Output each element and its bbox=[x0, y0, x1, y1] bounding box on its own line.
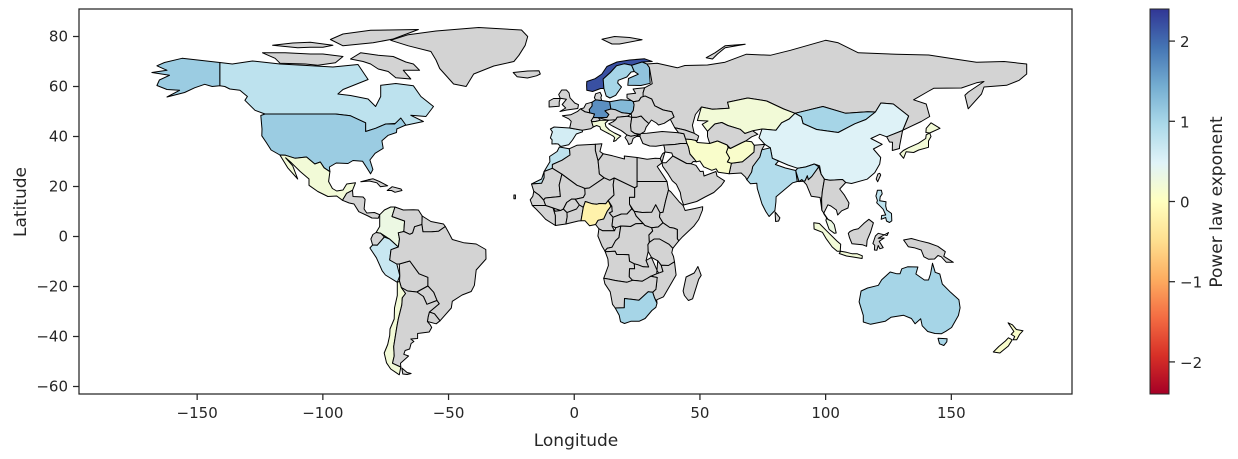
country-arabia bbox=[661, 155, 726, 206]
country-russia bbox=[642, 39, 1028, 134]
y-axis-ticks: −60 −40 −20 0 20 40 60 80 bbox=[36, 28, 79, 396]
countries-layer bbox=[151, 27, 1028, 376]
country-denmark bbox=[593, 91, 603, 101]
x-tick-label: 150 bbox=[937, 404, 966, 422]
country-iceland bbox=[512, 70, 541, 79]
colorbar-label: Power law exponent bbox=[1207, 116, 1227, 288]
y-tick-label: 20 bbox=[49, 178, 68, 196]
country-sri-lanka bbox=[774, 211, 781, 222]
country-nigeria bbox=[580, 200, 612, 227]
country-cape-verde-dot bbox=[513, 194, 516, 200]
country-philippines bbox=[875, 189, 893, 223]
map-axes: −150 −100 −50 0 50 100 150 −60−40−20020406080 … bbox=[11, 8, 1073, 451]
y-tick-label: 40 bbox=[49, 128, 68, 146]
country-korea bbox=[886, 130, 904, 151]
x-axis-ticks: −150 −100 −50 0 50 100 150 bbox=[177, 394, 966, 422]
country-namibia-botswana-zimbabwe bbox=[603, 275, 658, 309]
colorbar-tick-label: −2 bbox=[1180, 354, 1202, 372]
country-kenya-uganda bbox=[648, 222, 680, 249]
country-caucasus bbox=[674, 127, 700, 142]
x-tick-label: −150 bbox=[177, 404, 218, 422]
country-ukraine-belarus bbox=[630, 95, 675, 126]
y-tick-label: −20 bbox=[36, 278, 68, 296]
country-ireland bbox=[548, 98, 561, 108]
country-indonesia-sumatra bbox=[813, 222, 842, 252]
country-sulawesi bbox=[872, 232, 889, 251]
country-italy bbox=[590, 119, 622, 142]
colorbar-gradient bbox=[1149, 8, 1170, 395]
country-canadian-arctic-2 bbox=[329, 29, 419, 47]
country-tierra-del-fuego bbox=[401, 367, 412, 375]
country-malaysia bbox=[825, 217, 837, 234]
country-hungary-balkans bbox=[608, 115, 641, 137]
colorbar-tick-label: 2 bbox=[1180, 33, 1190, 51]
country-indonesia-java bbox=[838, 250, 863, 259]
country-madagascar bbox=[682, 266, 702, 301]
country-burkina-faso bbox=[560, 198, 580, 213]
country-baffin-island bbox=[350, 52, 421, 80]
country-new-zealand-s bbox=[992, 337, 1013, 354]
map-frame bbox=[78, 8, 1073, 395]
country-canadian-arctic-1 bbox=[262, 52, 344, 66]
country-new-guinea bbox=[903, 238, 954, 263]
country-greenland bbox=[390, 27, 529, 87]
country-new-zealand-n bbox=[1007, 322, 1024, 341]
colorbar-tick-label: 0 bbox=[1180, 194, 1190, 212]
country-greece bbox=[624, 133, 641, 145]
x-tick-label: 50 bbox=[690, 404, 709, 422]
country-australia bbox=[858, 262, 961, 335]
country-alaska-usa bbox=[151, 57, 221, 98]
y-axis-title: Latitude bbox=[11, 167, 31, 237]
x-tick-label: 100 bbox=[811, 404, 840, 422]
y-tick-label: 60 bbox=[49, 78, 68, 96]
country-thailand-indochina bbox=[821, 178, 850, 220]
y-tick-label: −60 bbox=[36, 378, 68, 396]
x-tick-label: −100 bbox=[302, 404, 343, 422]
country-united-kingdom bbox=[558, 89, 579, 112]
country-argentina bbox=[392, 287, 440, 368]
country-finland bbox=[627, 61, 651, 86]
country-tasmania bbox=[937, 337, 948, 346]
colorbar-tick-label: 1 bbox=[1180, 113, 1190, 131]
country-canadian-arctic-3 bbox=[272, 41, 334, 49]
colorbar: −2 −1 0 1 2 Power law exponent bbox=[1149, 8, 1227, 395]
colorbar-ticks: −2 −1 0 1 2 bbox=[1169, 33, 1202, 372]
country-iraq-syria bbox=[663, 143, 697, 165]
y-tick-label: 80 bbox=[49, 28, 68, 46]
country-cuba bbox=[360, 178, 389, 188]
country-sweden bbox=[602, 63, 635, 99]
country-central-america bbox=[342, 189, 381, 219]
country-japan bbox=[899, 132, 932, 159]
country-novaya-zemlya bbox=[705, 43, 746, 60]
country-hispaniola bbox=[386, 186, 403, 193]
x-tick-label: 0 bbox=[569, 404, 579, 422]
country-borneo bbox=[847, 218, 874, 247]
y-tick-label: 0 bbox=[58, 228, 68, 246]
x-axis-title: Longitude bbox=[534, 431, 619, 451]
country-south-africa bbox=[614, 291, 658, 324]
y-tick-label: −40 bbox=[36, 328, 68, 346]
country-svalbard bbox=[601, 36, 643, 45]
colorbar-tick-label: −1 bbox=[1180, 274, 1202, 292]
x-tick-label: −50 bbox=[433, 404, 465, 422]
country-hokkaido bbox=[925, 122, 941, 134]
country-ethiopia-eritrea-somalia bbox=[659, 189, 704, 242]
country-taiwan bbox=[875, 172, 882, 183]
